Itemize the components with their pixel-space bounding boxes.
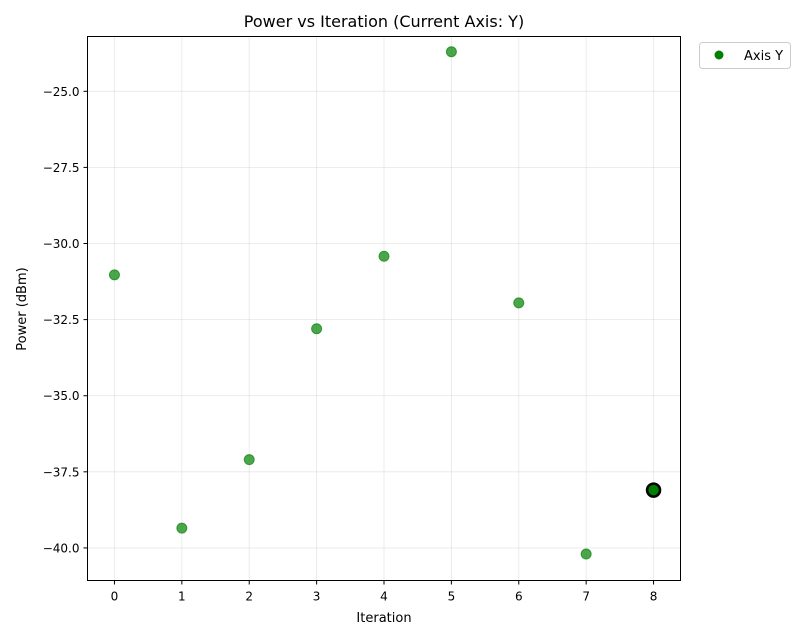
y-axis-label: Power (dBm) [15, 267, 30, 350]
grid [87, 36, 681, 581]
data-point [445, 46, 457, 58]
data-point [176, 522, 188, 534]
x-tick-label: 4 [380, 590, 388, 604]
y-tick-label: −35.0 [43, 389, 80, 403]
x-tick-label: 5 [448, 590, 456, 604]
y-tick-label: −27.5 [43, 161, 80, 175]
data-point [108, 269, 120, 281]
y-tick-label: −30.0 [43, 237, 80, 251]
y-tick-label: −32.5 [43, 313, 80, 327]
x-tick-label: 2 [245, 590, 253, 604]
data-point [311, 323, 323, 335]
legend-marker [714, 50, 724, 60]
data-point [378, 250, 390, 262]
x-tick-label: 7 [582, 590, 590, 604]
x-tick-label: 6 [515, 590, 523, 604]
x-axis: 0 1 2 3 4 5 6 7 8 [111, 580, 658, 604]
y-tick-label: −37.5 [43, 465, 80, 479]
legend-box [699, 42, 791, 69]
data-point [513, 297, 525, 309]
y-tick-label: −40.0 [43, 541, 80, 555]
y-axis: −25.0 −27.5 −30.0 −32.5 −35.0 −37.5 −40.0 [43, 85, 88, 555]
x-tick-label: 8 [650, 590, 658, 604]
x-tick-label: 3 [313, 590, 321, 604]
highlighted-point [645, 482, 662, 498]
y-tick-label: −25.0 [43, 85, 80, 99]
x-tick-label: 0 [111, 590, 119, 604]
data-point [243, 454, 255, 466]
legend: Axis Y [699, 42, 791, 69]
chart-title: Power vs Iteration (Current Axis: Y) [244, 12, 524, 31]
data-point [580, 548, 592, 560]
data-points [108, 46, 662, 560]
x-tick-label: 1 [178, 590, 186, 604]
legend-label: Axis Y [744, 49, 783, 64]
x-axis-label: Iteration [356, 611, 411, 626]
